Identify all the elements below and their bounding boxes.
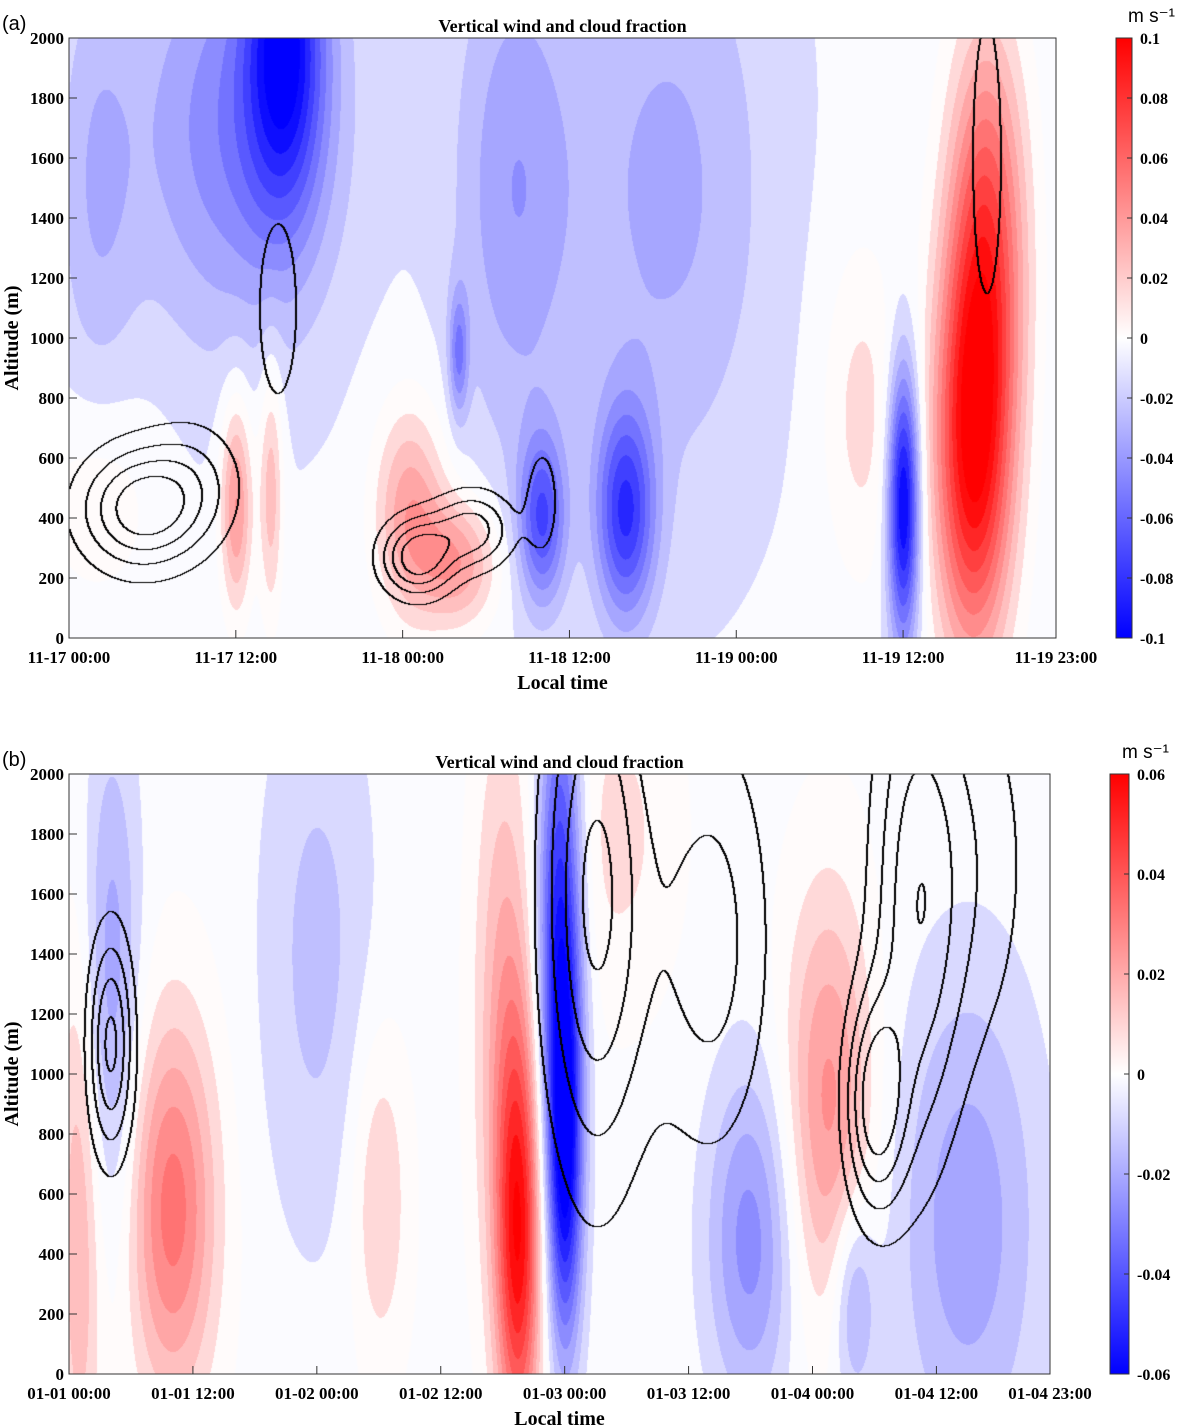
panel-b-panel-label: (b) bbox=[2, 749, 26, 771]
panel-a-y-tick-label: 1600 bbox=[30, 149, 64, 168]
panel-b-colorbar-tick-label: 0.06 bbox=[1137, 767, 1165, 784]
panel-b-colorbar-tick-label: -0.04 bbox=[1137, 1267, 1170, 1284]
panel-a-panel-label: (a) bbox=[2, 13, 26, 35]
panel-a-x-tick-label: 11-17 12:00 bbox=[194, 648, 277, 667]
panel-b-y-tick-label: 200 bbox=[39, 1305, 65, 1324]
panel-b-x-tick-label: 01-02 00:00 bbox=[275, 1384, 359, 1403]
panel-a-x-tick-label: 11-19 23:00 bbox=[1015, 648, 1098, 667]
panel-a-y-tick-label: 0 bbox=[56, 629, 65, 648]
panel-a-colorbar-tick-label: 0.08 bbox=[1140, 91, 1168, 108]
panel-b-y-tick-label: 1400 bbox=[30, 945, 64, 964]
panel-a-colorbar-tick-label: -0.1 bbox=[1140, 631, 1165, 648]
panel-b-colorbar-tick-label: 0.02 bbox=[1137, 967, 1165, 984]
panel-a-y-tick-label: 800 bbox=[39, 389, 65, 408]
panel-b-title: Vertical wind and cloud fraction bbox=[435, 752, 683, 772]
panel-b-y-tick-label: 400 bbox=[39, 1245, 65, 1264]
panel-a-title: Vertical wind and cloud fraction bbox=[438, 16, 686, 36]
panel-b-x-tick-label: 01-01 12:00 bbox=[151, 1384, 235, 1403]
panel-b-colorbar-tick-label: -0.06 bbox=[1137, 1367, 1170, 1384]
panel-a-colorbar-tick-label: -0.08 bbox=[1140, 571, 1173, 588]
panel-a-x-tick-label: 11-19 00:00 bbox=[695, 648, 778, 667]
panel-a-y-tick-label: 1400 bbox=[30, 209, 64, 228]
panel-a-x-axis-label: Local time bbox=[517, 672, 608, 694]
panel-b-x-tick-label: 01-01 00:00 bbox=[27, 1384, 111, 1403]
panel-b-y-tick-label: 1800 bbox=[30, 825, 64, 844]
panel-a-y-tick-label: 1000 bbox=[30, 329, 64, 348]
panel-a-colorbar-unit: m s⁻¹ bbox=[1128, 6, 1175, 27]
panel-b-y-tick-label: 600 bbox=[39, 1185, 65, 1204]
panel-a-y-axis-label: Altitude (m) bbox=[1, 286, 23, 391]
panel-b-x-tick-label: 01-02 12:00 bbox=[399, 1384, 483, 1403]
panel-a-contour-field bbox=[69, 38, 1056, 638]
panel-b-contour-field bbox=[69, 774, 1050, 1374]
panel-a-y-tick-label: 600 bbox=[39, 449, 65, 468]
panel-b-colorbar-tick-label: 0 bbox=[1137, 1067, 1145, 1084]
panel-a-x-tick-label: 11-18 00:00 bbox=[361, 648, 444, 667]
panel-a-y-tick-label: 400 bbox=[39, 509, 65, 528]
panel-b-x-axis-label: Local time bbox=[514, 1408, 605, 1425]
panel-a-x-tick-label: 11-17 00:00 bbox=[28, 648, 111, 667]
panel-a-colorbar-tick-label: -0.02 bbox=[1140, 391, 1173, 408]
panel-b-y-tick-label: 2000 bbox=[30, 765, 64, 784]
panel-b-y-axis-label: Altitude (m) bbox=[1, 1022, 23, 1127]
panel-b-y-tick-label: 0 bbox=[56, 1365, 65, 1384]
panel-a-y-tick-label: 200 bbox=[39, 569, 65, 588]
panel-a-y-tick-label: 1800 bbox=[30, 89, 64, 108]
panel-a-colorbar-tick-label: 0.06 bbox=[1140, 151, 1168, 168]
panel-b-axes-frame bbox=[68, 773, 1051, 1375]
panel-b-colorbar-unit: m s⁻¹ bbox=[1122, 742, 1169, 763]
panel-a-colorbar-tick-label: 0.04 bbox=[1140, 211, 1168, 228]
panel-b-x-tick-label: 01-03 12:00 bbox=[647, 1384, 731, 1403]
panel-b-y-tick-label: 1000 bbox=[30, 1065, 64, 1084]
panel-b-y-tick-label: 1200 bbox=[30, 1005, 64, 1024]
panel-a-x-tick-label: 11-18 12:00 bbox=[528, 648, 611, 667]
panel-a-y-tick-label: 2000 bbox=[30, 29, 64, 48]
panel-b-x-tick-label: 01-04 12:00 bbox=[895, 1384, 979, 1403]
panel-a-axes-frame bbox=[68, 37, 1057, 639]
panel-a-x-tick-label: 11-19 12:00 bbox=[862, 648, 945, 667]
panel-b-x-tick-label: 01-04 23:00 bbox=[1008, 1384, 1092, 1403]
panel-b-y-tick-label: 800 bbox=[39, 1125, 65, 1144]
panel-a-colorbar-tick-label: -0.04 bbox=[1140, 451, 1173, 468]
panel-b-y-tick-label: 1600 bbox=[30, 885, 64, 904]
panel-a-colorbar-tick-label: 0 bbox=[1140, 331, 1148, 348]
panel-b-x-tick-label: 01-03 00:00 bbox=[523, 1384, 607, 1403]
panel-a-colorbar-tick-label: 0.02 bbox=[1140, 271, 1168, 288]
panel-b-colorbar-tick-label: 0.04 bbox=[1137, 867, 1165, 884]
panel-a-y-tick-label: 1200 bbox=[30, 269, 64, 288]
panel-b-x-tick-label: 01-04 00:00 bbox=[771, 1384, 855, 1403]
panel-a-colorbar-tick-label: -0.06 bbox=[1140, 511, 1173, 528]
panel-a-colorbar-tick-label: 0.1 bbox=[1140, 31, 1160, 48]
panel-b-colorbar-tick-label: -0.02 bbox=[1137, 1167, 1170, 1184]
